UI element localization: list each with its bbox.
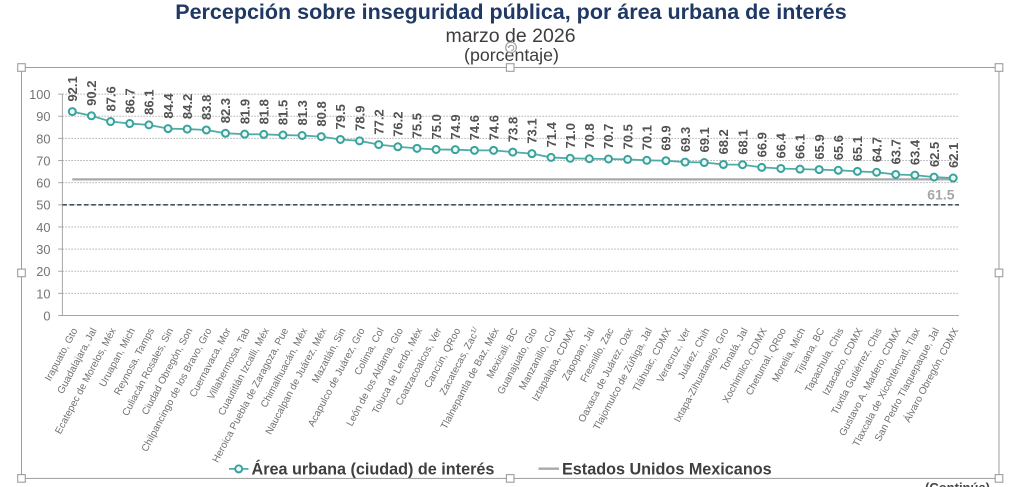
svg-text:Estados Unidos Mexicanos: Estados Unidos Mexicanos [562,461,772,479]
svg-text:66.1: 66.1 [793,134,808,159]
svg-text:Área urbana (ciudad) de interé: Área urbana (ciudad) de interés [252,460,495,479]
svg-text:75.0: 75.0 [429,114,444,139]
svg-text:marzo de 2026: marzo de 2026 [445,25,575,47]
svg-text:73.8: 73.8 [506,117,521,142]
svg-text:74.6: 74.6 [486,115,501,140]
svg-text:66.9: 66.9 [754,132,769,157]
svg-text:62.5: 62.5 [927,142,942,167]
svg-text:71.4: 71.4 [544,121,559,147]
svg-text:69.1: 69.1 [697,127,712,152]
svg-text:75.5: 75.5 [410,113,425,138]
svg-text:70: 70 [36,153,50,168]
svg-text:63.7: 63.7 [889,139,904,164]
svg-text:81.5: 81.5 [276,100,291,125]
svg-text:Percepción sobre inseguridad p: Percepción sobre inseguridad pública, po… [175,0,847,24]
svg-text:79.5: 79.5 [333,104,348,129]
svg-text:20: 20 [36,264,50,279]
svg-text:92.1: 92.1 [65,76,80,101]
svg-text:68.1: 68.1 [735,129,750,154]
svg-text:64.7: 64.7 [869,137,884,162]
svg-text:71.0: 71.0 [563,123,578,148]
svg-text:65.9: 65.9 [812,134,827,159]
svg-text:66.4: 66.4 [774,132,789,158]
svg-text:10: 10 [36,286,50,301]
svg-text:90: 90 [36,109,50,124]
svg-text:60: 60 [36,176,50,191]
svg-text:80: 80 [36,131,50,146]
svg-text:50: 50 [36,198,50,213]
svg-text:81.8: 81.8 [257,99,272,124]
svg-text:69.9: 69.9 [659,125,674,150]
svg-text:30: 30 [36,242,50,257]
svg-text:86.1: 86.1 [142,90,157,115]
svg-text:100: 100 [29,87,50,102]
svg-text:81.9: 81.9 [237,99,252,124]
svg-text:62.1: 62.1 [946,143,961,168]
svg-text:(Continúa): (Continúa) [925,480,990,487]
svg-text:0: 0 [43,308,50,323]
svg-text:65.1: 65.1 [850,136,865,161]
svg-text:70.8: 70.8 [582,123,597,148]
svg-text:70.7: 70.7 [601,124,616,149]
svg-text:63.4: 63.4 [908,139,923,165]
svg-text:(porcentaje): (porcentaje) [464,45,559,65]
svg-text:61.5: 61.5 [927,187,954,203]
svg-text:84.2: 84.2 [180,94,195,119]
svg-text:83.8: 83.8 [199,95,214,120]
svg-text:73.1: 73.1 [525,118,540,143]
svg-text:68.2: 68.2 [716,129,731,154]
svg-text:70.1: 70.1 [640,125,655,150]
svg-text:70.5: 70.5 [620,124,635,149]
svg-text:65.6: 65.6 [831,135,846,160]
svg-text:78.9: 78.9 [352,106,367,131]
svg-text:69.3: 69.3 [678,127,693,152]
svg-text:40: 40 [36,220,50,235]
svg-text:74.9: 74.9 [448,114,463,139]
svg-text:74.6: 74.6 [467,115,482,140]
svg-text:84.4: 84.4 [161,93,176,119]
svg-text:80.8: 80.8 [314,101,329,126]
svg-text:81.3: 81.3 [295,100,310,125]
svg-text:82.3: 82.3 [218,98,233,123]
svg-text:76.2: 76.2 [391,111,406,136]
svg-text:90.2: 90.2 [84,80,99,105]
svg-text:77.2: 77.2 [371,109,386,134]
svg-text:86.7: 86.7 [123,88,138,113]
svg-text:87.6: 87.6 [103,86,118,111]
